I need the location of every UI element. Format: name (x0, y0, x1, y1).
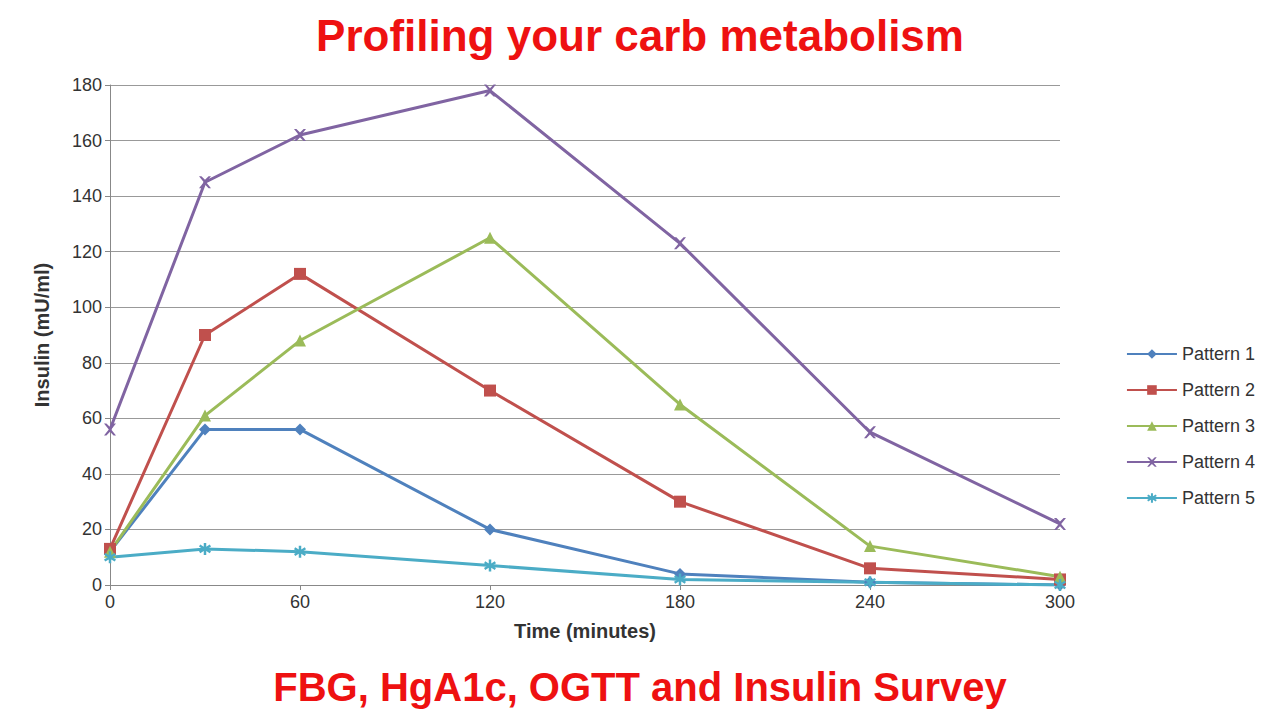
svg-text:40: 40 (82, 464, 102, 484)
svg-text:0: 0 (92, 575, 102, 595)
svg-text:Pattern 4: Pattern 4 (1182, 452, 1255, 472)
svg-text:Time (minutes): Time (minutes) (514, 620, 656, 642)
svg-text:Insulin (mU/ml): Insulin (mU/ml) (31, 263, 53, 407)
svg-text:Pattern 3: Pattern 3 (1182, 416, 1255, 436)
svg-text:Profiling your carb metabolism: Profiling your carb metabolism (316, 11, 964, 60)
svg-text:60: 60 (82, 408, 102, 428)
svg-text:Pattern 1: Pattern 1 (1182, 344, 1255, 364)
svg-text:100: 100 (72, 297, 102, 317)
svg-text:180: 180 (72, 75, 102, 95)
svg-text:Pattern 2: Pattern 2 (1182, 380, 1255, 400)
svg-text:140: 140 (72, 186, 102, 206)
svg-text:120: 120 (475, 592, 505, 612)
svg-text:Pattern 5: Pattern 5 (1182, 488, 1255, 508)
svg-text:240: 240 (855, 592, 885, 612)
svg-text:80: 80 (82, 353, 102, 373)
svg-text:300: 300 (1045, 592, 1075, 612)
svg-text:FBG, HgA1c, OGTT and Insulin S: FBG, HgA1c, OGTT and Insulin Survey (273, 665, 1007, 709)
svg-text:0: 0 (105, 592, 115, 612)
svg-text:120: 120 (72, 242, 102, 262)
svg-text:20: 20 (82, 519, 102, 539)
svg-text:160: 160 (72, 131, 102, 151)
svg-text:180: 180 (665, 592, 695, 612)
svg-text:60: 60 (290, 592, 310, 612)
